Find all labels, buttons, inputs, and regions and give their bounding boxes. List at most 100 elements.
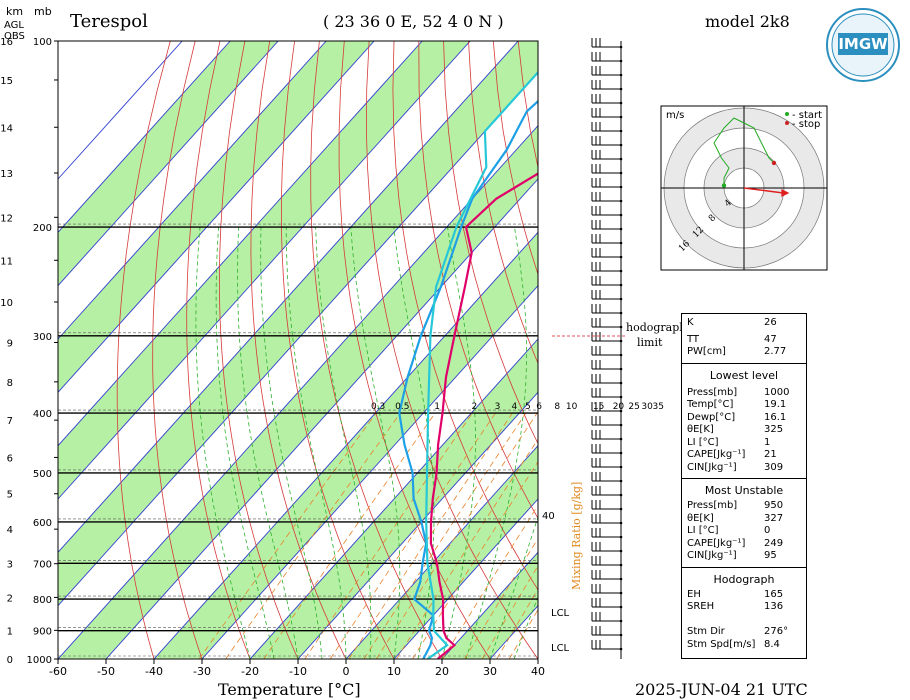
isotherm-line xyxy=(58,71,538,607)
most-unstable-key: Press[mb] xyxy=(687,500,738,511)
lowest-level-key: Temp[°C] xyxy=(687,399,734,410)
hodo-legend-stop: - stop xyxy=(792,119,820,130)
km-tick-label: 8 xyxy=(7,378,13,389)
lowest-level-key: CAPE[Jkg⁻¹] xyxy=(687,449,746,460)
wind-barb-dot xyxy=(619,381,623,385)
lowest-level-row: CAPE[Jkg⁻¹] 21 xyxy=(682,449,806,462)
hodo-legend-start: - start xyxy=(792,110,822,121)
date-time: 2025-JUN-04 21 UTC xyxy=(635,680,808,699)
most-unstable-title: Most Unstable xyxy=(704,484,784,497)
km-tick-label: 5 xyxy=(7,490,13,501)
pressure-tick-label: 800 xyxy=(33,595,52,606)
isotherm-line xyxy=(153,231,538,659)
mixing-ratio-label: 0.3 xyxy=(371,402,385,412)
lowest-level-row: θE[K] 325 xyxy=(682,424,806,437)
isotherm-line xyxy=(58,41,519,554)
isotherm-line xyxy=(201,284,538,659)
wind-barb-dot xyxy=(619,59,623,63)
hodograph-index-key: SREH xyxy=(687,601,715,612)
pressure-tick-label: 300 xyxy=(33,332,52,343)
moist-adiabat xyxy=(393,226,435,659)
mixing-ratio-label: 0.5 xyxy=(395,402,409,412)
lowest-level-value: 1 xyxy=(764,436,771,448)
tt-index-value: 47 xyxy=(764,333,777,345)
wind-barb-dot xyxy=(619,507,623,511)
pressure-tick-label: 400 xyxy=(33,409,52,420)
wind-barb-dot xyxy=(619,633,623,637)
dry-adiabat xyxy=(280,41,395,659)
mixing-ratio-label: 25 xyxy=(628,402,639,412)
most-unstable-value: 0 xyxy=(764,525,771,536)
moist-adiabat xyxy=(260,226,323,659)
km-tick-label: 0 xyxy=(7,655,13,666)
most-unstable-value: 249 xyxy=(764,537,784,549)
km-tick-label: 15 xyxy=(0,76,13,87)
pressure-tick-label: 500 xyxy=(33,469,52,480)
isotherm-line xyxy=(105,178,538,659)
hodograph-limit-label: hodograph xyxy=(626,321,686,334)
wind-barbs xyxy=(591,38,623,659)
hodograph-stop-point xyxy=(771,160,777,166)
mixing-ratio-title: Mixing Ratio [g/kg] xyxy=(570,482,583,590)
km-tick-label: 1 xyxy=(7,626,13,637)
km-tick-label: 12 xyxy=(0,213,13,224)
x-tick-label: -30 xyxy=(193,665,211,678)
mixing-ratio-label: 8 xyxy=(554,402,560,412)
dry-adiabat xyxy=(392,41,538,591)
most-unstable-key: LI [°C] xyxy=(687,525,719,536)
isotherm-band xyxy=(58,41,538,606)
isotherm-line xyxy=(249,338,538,659)
wind-barb-dot xyxy=(619,605,623,609)
mixing-ratio-label: 10 xyxy=(566,402,578,412)
isotherm-line xyxy=(58,41,471,500)
mixing-ratio-label: 30 xyxy=(641,402,653,412)
hodograph-index-key: EH xyxy=(687,588,701,600)
km-tick-label: 4 xyxy=(7,525,13,536)
most-unstable-row: CAPE[Jkg⁻¹] 249 xyxy=(682,538,806,551)
wind-barb-dot xyxy=(619,101,623,105)
most-unstable-row: CIN[Jkg⁻¹] 95 xyxy=(682,550,806,563)
hodograph-limit-label-2: limit xyxy=(637,336,663,349)
most-unstable-key: CIN[Jkg⁻¹] xyxy=(687,550,737,561)
profile-curve-2 xyxy=(425,70,538,659)
lowest-level-row: Dewp[°C] 16.1 xyxy=(682,412,806,425)
agl-label: AGL xyxy=(4,20,24,31)
lowest-level-key: CIN[Jkg⁻¹] xyxy=(687,461,737,473)
lowest-level-value: 309 xyxy=(764,461,784,473)
lcl-label-upper: LCL xyxy=(551,608,570,619)
wind-barb-dot xyxy=(619,129,623,133)
wind-barb-dot xyxy=(619,465,623,469)
lowest-level-key: Dewp[°C] xyxy=(687,411,736,423)
obs-label: OBS xyxy=(4,31,25,42)
mixing-ratio-label: 20 xyxy=(613,402,625,412)
lowest-level-row: CIN[Jkg⁻¹] 309 xyxy=(682,462,806,475)
wind-barb-dot xyxy=(619,423,623,427)
lowest-level-value: 1000 xyxy=(764,386,790,398)
x-tick-label: 40 xyxy=(531,665,545,678)
wind-barb-dot xyxy=(619,535,623,539)
x-tick-label: 30 xyxy=(483,665,497,678)
km-tick-label: 3 xyxy=(7,560,13,571)
hodograph-index-row: Stm Dir 276° xyxy=(682,626,806,639)
mixing-ratio-label: 4 xyxy=(512,402,518,412)
km-label: km xyxy=(6,5,23,18)
wind-barb-dot xyxy=(619,395,623,399)
lowest-level-row: Temp[°C] 19.1 xyxy=(682,399,806,412)
station-coords: ( 23 36 0 E, 52 4 0 N ) xyxy=(323,12,504,31)
hodo-ring-4: 4 xyxy=(723,198,734,209)
dry-adiabat xyxy=(186,41,251,659)
storm-motion-arrowhead xyxy=(781,189,790,197)
mb-label: mb xyxy=(34,5,52,18)
x-axis-title: Temperature [°C] xyxy=(218,680,361,699)
hodograph-index-row: SREH 136 xyxy=(682,601,806,614)
storm-motion-arrow xyxy=(743,187,784,194)
x-tick-label: 20 xyxy=(435,665,449,678)
wind-barb-dot xyxy=(619,647,623,651)
wind-barb-dot xyxy=(619,241,623,245)
most-unstable-key: θE[K] xyxy=(687,512,714,524)
km-tick-label: 7 xyxy=(7,416,13,427)
wind-barb-dot xyxy=(619,199,623,203)
most-unstable-row: Press[mb] 950 xyxy=(682,500,806,513)
km-tick-label: 2 xyxy=(7,593,13,604)
km-tick-label: 9 xyxy=(7,338,13,349)
